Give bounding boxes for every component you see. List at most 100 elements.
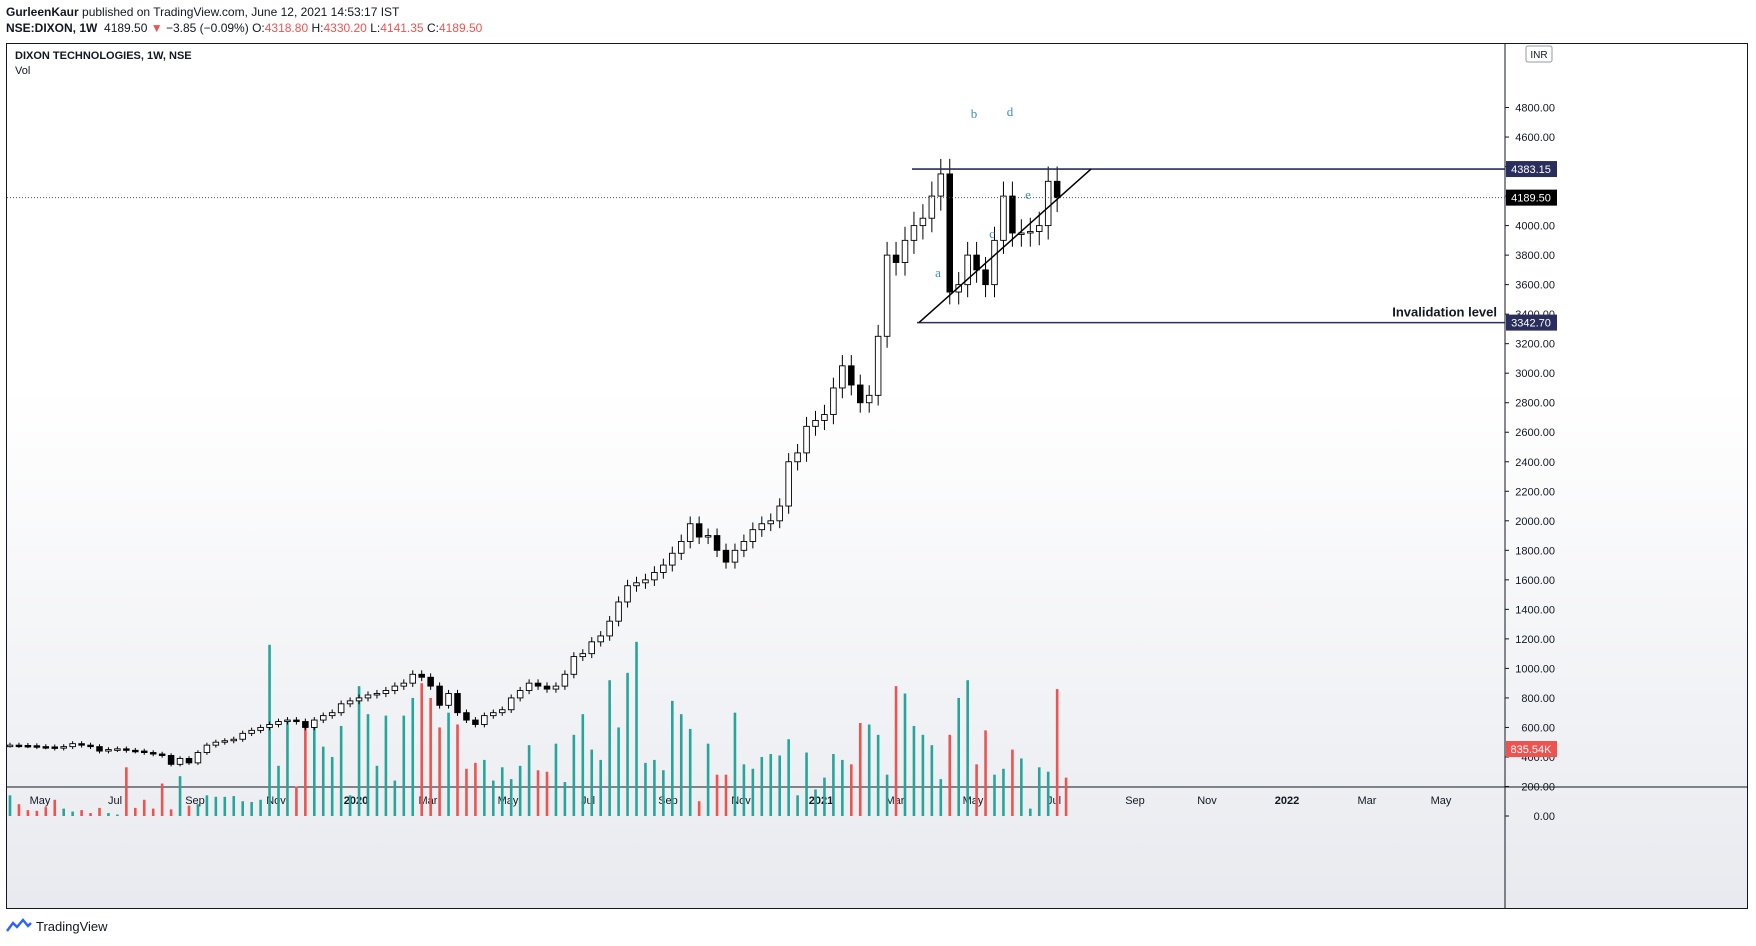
price-tick-label: 1800.00 — [1515, 545, 1555, 557]
candle-body — [472, 719, 479, 725]
candle-body — [96, 746, 103, 752]
candle-body — [302, 721, 309, 728]
volume-bar — [912, 725, 916, 816]
candle-body — [991, 239, 998, 286]
volume-bar — [375, 765, 379, 816]
chart-title: DIXON TECHNOLOGIES, 1W, NSE — [15, 50, 192, 62]
volume-bar — [53, 799, 57, 816]
close-label: C: — [426, 21, 439, 35]
volume-bar — [62, 808, 65, 816]
volume-bar — [223, 796, 227, 816]
volume-last-badge — [1506, 741, 1557, 757]
time-tick-label: 2020 — [344, 795, 368, 807]
candle-body — [776, 505, 783, 522]
candle-body — [427, 676, 434, 687]
candle-body — [230, 738, 237, 742]
volume-bar — [71, 811, 74, 816]
volume-bar — [107, 813, 110, 816]
volume-bar — [116, 814, 119, 816]
candle-body — [490, 712, 497, 717]
candle-body — [212, 741, 220, 746]
volume-bar — [1046, 771, 1050, 816]
candle-body — [758, 523, 766, 531]
candle-body — [839, 365, 846, 389]
candle-body — [561, 673, 569, 687]
candle-body — [293, 719, 300, 723]
price-tick-label: 200.00 — [1521, 781, 1555, 793]
volume-bar — [483, 759, 486, 816]
volume-bar — [823, 777, 826, 816]
candle-body — [185, 757, 193, 764]
volume-bar — [196, 804, 200, 816]
candle-body — [337, 703, 345, 714]
time-tick-label: Nov — [266, 795, 286, 807]
chart-frame[interactable]: DIXON TECHNOLOGIES, 1W, NSE Vol INR 4800.00… — [6, 43, 1748, 909]
volume-bar — [715, 774, 719, 816]
volume-bar — [241, 801, 244, 816]
volume-bar — [178, 776, 182, 816]
volume-bar — [80, 810, 83, 816]
volume-bar — [474, 762, 477, 816]
volume-bar — [984, 730, 987, 816]
candle-body — [686, 523, 694, 542]
price-tick-label: 800.00 — [1521, 693, 1555, 705]
change-arrow-icon: ▼ — [150, 21, 163, 35]
chart-canvas[interactable]: DIXON TECHNOLOGIES, 1W, NSE Vol INR 4800.00… — [7, 44, 1748, 909]
candle-body — [132, 749, 139, 753]
candle-body — [1027, 231, 1034, 234]
volume-bar — [572, 734, 576, 816]
volume-bar — [885, 774, 889, 816]
wave-label-c: c — [989, 226, 995, 241]
volume-bar — [733, 712, 737, 816]
candle-body — [812, 419, 819, 427]
volume-bar — [697, 801, 701, 816]
level-badge-label: 3342.70 — [1511, 318, 1551, 330]
last-price: 4189.50 — [104, 21, 148, 35]
volume-bar — [903, 693, 907, 816]
volume-bar — [787, 739, 790, 816]
candle-body — [964, 254, 971, 286]
author-name[interactable]: GurleenKaur — [6, 5, 79, 19]
level-badge — [1506, 161, 1557, 178]
candle-body — [69, 743, 76, 748]
volume-bar — [420, 683, 423, 816]
published-text: published on TradingView.com, June 12, 2… — [82, 5, 400, 19]
close-value: 4189.50 — [438, 21, 483, 35]
time-tick-label: Nov — [1197, 795, 1217, 807]
volume-bar — [796, 795, 799, 816]
price-tick-label: 2600.00 — [1515, 427, 1555, 439]
volume-bar — [169, 809, 173, 816]
volume-bar — [17, 804, 21, 816]
symbol-label[interactable]: NSE:DIXON, 1W — [6, 21, 98, 35]
price-tick-label: 4000.00 — [1515, 221, 1555, 233]
volume-bar — [187, 805, 191, 816]
candle-body — [722, 549, 730, 563]
volume-bar — [313, 720, 316, 816]
candle-body — [24, 744, 32, 748]
candle-body — [140, 750, 148, 754]
candle-body — [355, 697, 363, 702]
open-label: O: — [252, 21, 265, 35]
volume-bar — [581, 714, 585, 816]
tradingview-logo-icon[interactable] — [6, 918, 32, 934]
footer-brand[interactable]: TradingView — [36, 918, 108, 934]
volume-bar — [563, 782, 567, 816]
last-price-badge — [1506, 189, 1557, 206]
price-tick-label: 1200.00 — [1515, 634, 1555, 646]
triangle-trendline — [918, 168, 1092, 324]
candle-body — [865, 394, 873, 404]
candle-body — [695, 523, 703, 538]
candle-body — [883, 254, 891, 337]
wave-label-d: d — [1007, 104, 1014, 119]
candle-body — [660, 564, 667, 573]
candle-body — [848, 365, 855, 386]
candle-body — [33, 745, 41, 748]
time-tick-label: Mar — [419, 795, 438, 807]
candle-body — [328, 712, 336, 717]
volume-bar — [939, 779, 943, 816]
volume-bar — [671, 700, 674, 816]
volume-bar — [286, 721, 289, 816]
volume-bar — [1064, 777, 1068, 816]
volume-bar — [876, 734, 880, 816]
volume-bar — [232, 796, 236, 816]
